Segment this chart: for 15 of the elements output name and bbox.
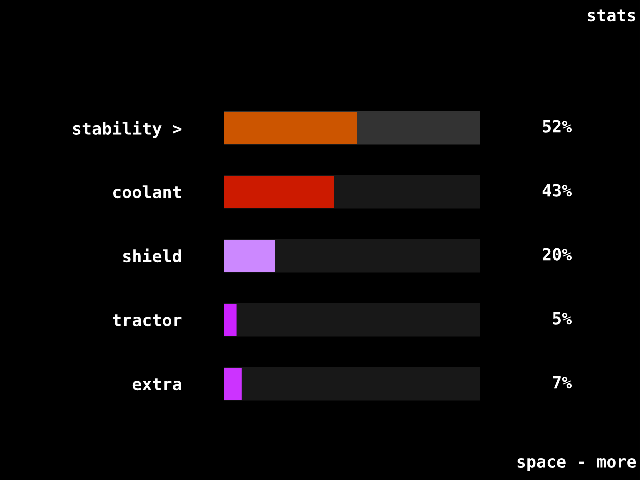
y-tick-label: coolant: [113, 186, 182, 199]
text: space - more: [518, 458, 636, 472]
data-label: 20%: [542, 248, 572, 261]
data-label: 7%: [553, 376, 572, 389]
y-tick-label: shield: [124, 248, 182, 263]
y-tick-label: tractor: [113, 314, 182, 327]
bar: [224, 304, 237, 336]
text: stats: [588, 10, 636, 22]
data-label: 52%: [543, 120, 572, 133]
y-tick-label: extra: [132, 378, 182, 391]
y-tick-label: stability >: [73, 121, 182, 138]
bar: [224, 368, 242, 400]
data-label: 43%: [542, 184, 572, 197]
data-label: 5%: [553, 312, 572, 325]
bar: [224, 240, 276, 272]
